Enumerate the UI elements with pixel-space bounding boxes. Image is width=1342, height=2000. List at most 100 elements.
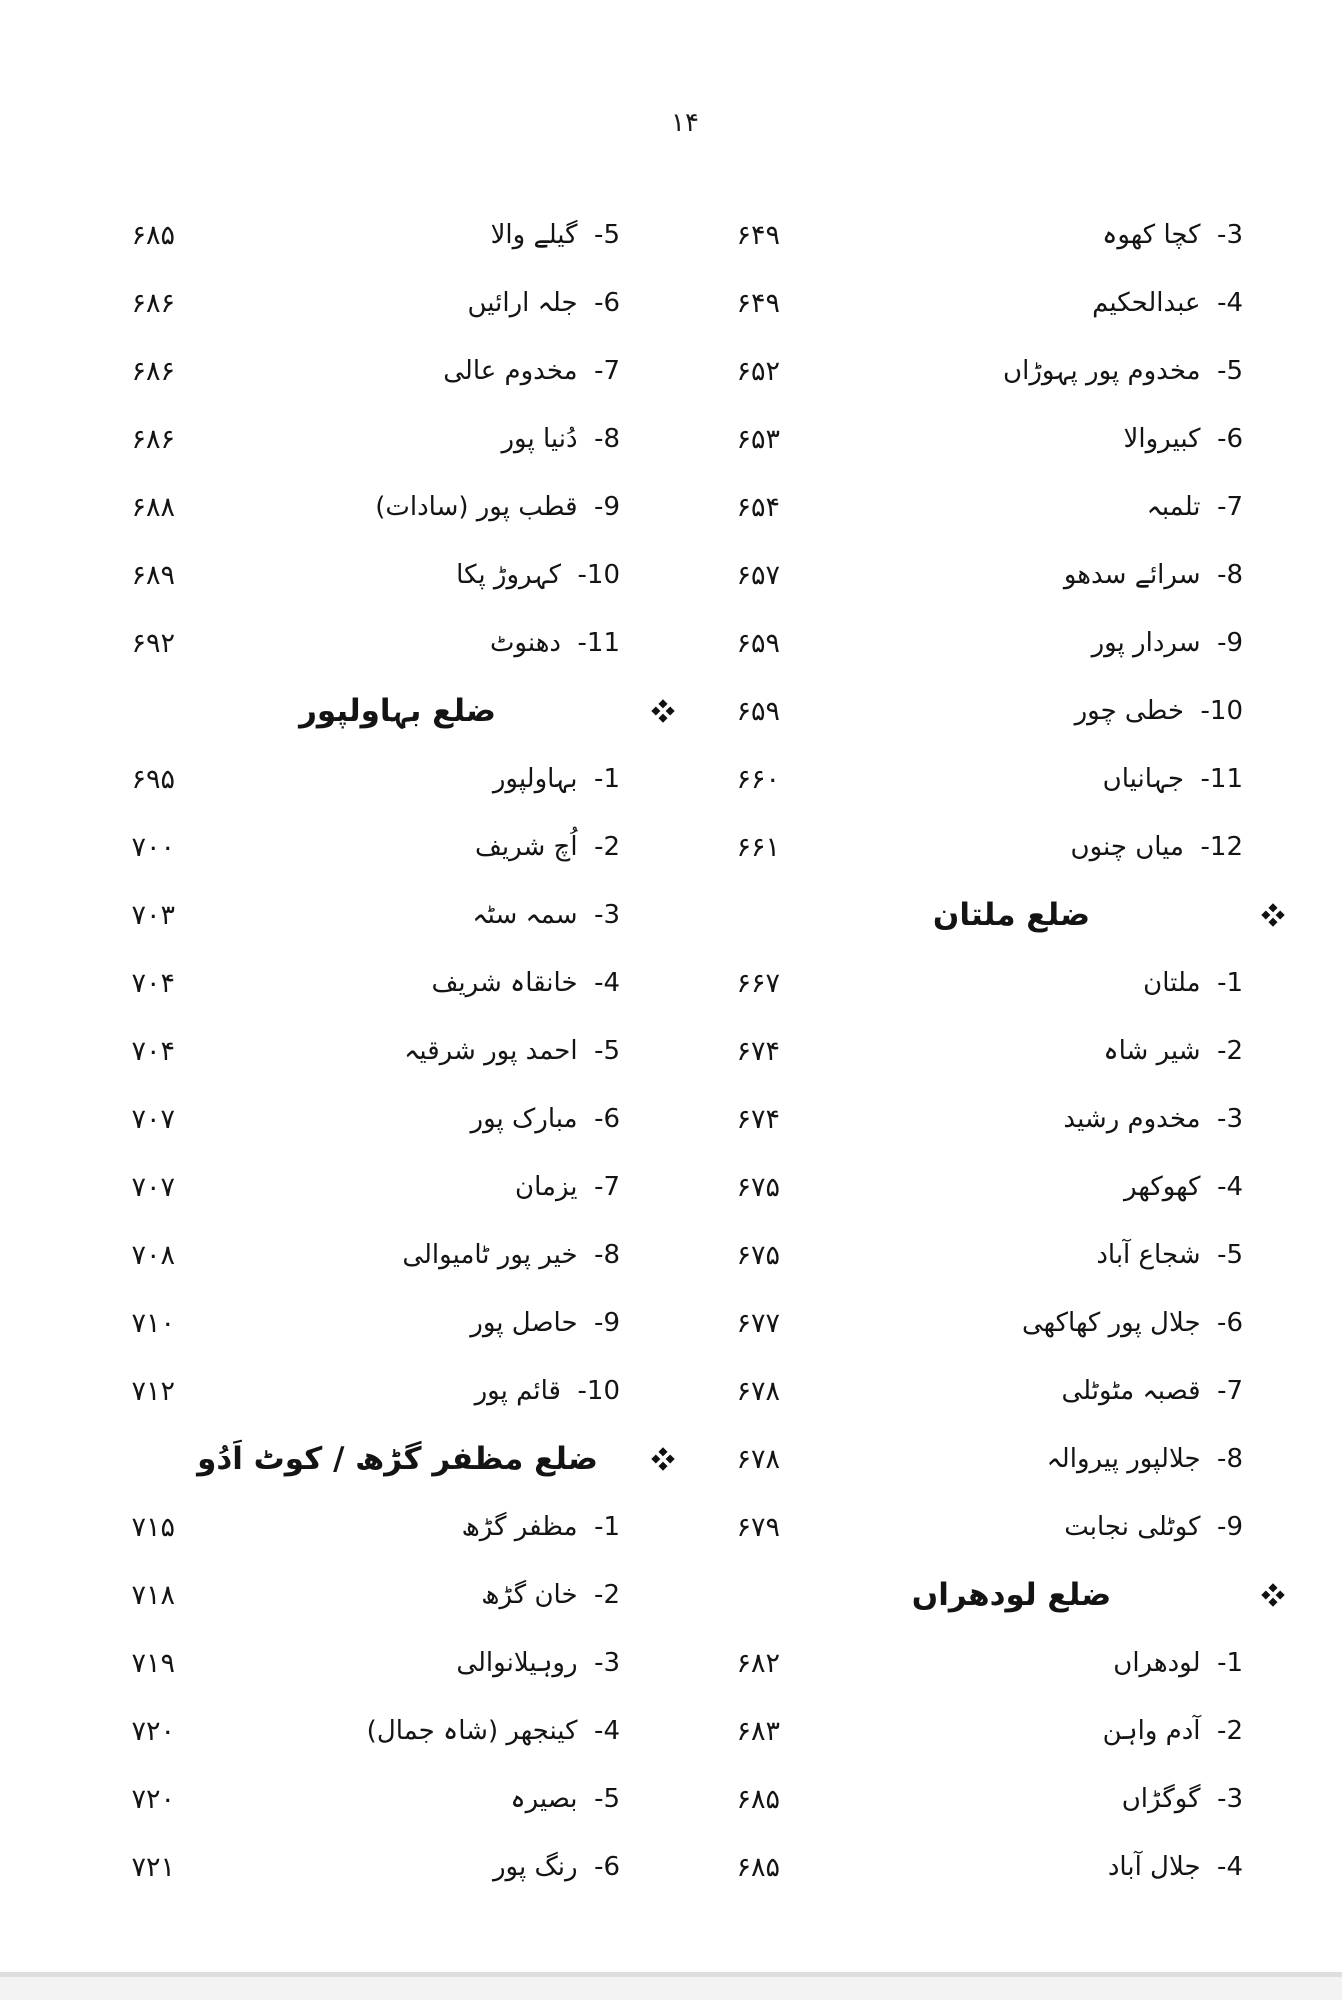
toc-entry-title: 1- مظفر گڑھ xyxy=(461,1512,620,1542)
toc-entry-row: ۷۲۰ 4- کینجھر (شاہ جمال) xyxy=(100,1697,680,1765)
page-number-cell: ۶۵۳ xyxy=(736,423,780,455)
page-number-cell: ۶۵۹ xyxy=(736,695,780,727)
page-number-cell: ۷۲۱ xyxy=(131,1851,175,1883)
toc-entry-title: 5- مخدوم پور پہوڑاں xyxy=(1003,356,1243,386)
toc-entry-row: ۶۷۴ 3- مخدوم رشید xyxy=(705,1085,1290,1153)
district-heading: ضلع لودھراں xyxy=(911,1577,1112,1613)
toc-entry-row: ۶۵۹ 9- سردار پور xyxy=(705,609,1290,677)
page-number-cell: ۷۰۴ xyxy=(131,1035,175,1067)
toc-entry-row: ۷۰۷ 7- یزمان xyxy=(100,1153,680,1221)
page-number-cell: ۷۰۰ xyxy=(131,831,175,863)
toc-entry-row: ۶۷۵ 4- کھوکھر xyxy=(705,1153,1290,1221)
toc-entry-row: ۶۸۳ 2- آدم واہن xyxy=(705,1697,1290,1765)
toc-entry-title: 3- روہیلانوالی xyxy=(456,1648,620,1678)
toc-entry-row: ۷۰۷ 6- مبارک پور xyxy=(100,1085,680,1153)
page-number-cell: ۶۸۹ xyxy=(131,559,175,591)
toc-entry-title: 11- دھنوٹ xyxy=(489,628,620,658)
toc-entry-row: ۶۷۸ 7- قصبہ مٹوٹلی xyxy=(705,1357,1290,1425)
page-number-cell: ۶۷۷ xyxy=(736,1307,780,1339)
page-number-cell: ۶۴۹ xyxy=(736,219,780,251)
page-number-cell: ۶۸۲ xyxy=(736,1647,780,1679)
toc-column-left: ۶۸۵ 5- گیلے والا ۶۸۶ 6- جلہ ارائیں ۶۸۶ 7- مخد… xyxy=(100,201,680,1901)
toc-entry-title: 7- تلمبہ xyxy=(1146,492,1243,522)
page-number-cell: ۷۱۰ xyxy=(131,1307,175,1339)
toc-entry-title: 2- خان گڑھ xyxy=(481,1580,620,1610)
toc-entry-row: ۶۶۷ 1- ملتان xyxy=(705,949,1290,1017)
page-number-cell: ۷۱۸ xyxy=(131,1579,175,1611)
toc-entry-row: ۶۸۵ 3- گوگڑاں xyxy=(705,1765,1290,1833)
toc-entry-title: 8- دُنیا پور xyxy=(501,424,620,454)
page-number-cell: ۶۶۰ xyxy=(736,763,780,795)
page-number-cell: ۶۹۲ xyxy=(131,627,175,659)
district-heading-row: ضلع ملتان xyxy=(705,881,1290,949)
toc-entry-row: ۶۸۵ 5- گیلے والا xyxy=(100,201,680,269)
page-number-cell: ۶۸۵ xyxy=(736,1851,780,1883)
toc-entry-row: ۶۷۷ 6- جلال پور کھاکھی xyxy=(705,1289,1290,1357)
toc-entry-row: ۶۶۱ 12- میاں چنوں xyxy=(705,813,1290,881)
page-number-cell: ۶۸۶ xyxy=(131,355,175,387)
toc-entry-row: ۶۵۳ 6- کبیروالا xyxy=(705,405,1290,473)
page-number-cell: ۶۸۶ xyxy=(131,287,175,319)
toc-entry-title: 4- جلال آباد xyxy=(1107,1852,1243,1882)
page-number-cell: ۷۲۰ xyxy=(131,1783,175,1815)
page-number-cell: ۶۸۳ xyxy=(736,1715,780,1747)
toc-entry-title: 2- اُچ شریف xyxy=(474,832,620,862)
toc-entry-title: 5- بصیرہ xyxy=(510,1784,620,1814)
toc-entry-title: 6- رنگ پور xyxy=(492,1852,620,1882)
page-number-cell: ۶۷۹ xyxy=(736,1511,780,1543)
toc-entry-title: 3- مخدوم رشید xyxy=(1063,1104,1243,1134)
page-number-cell: ۶۶۱ xyxy=(736,831,780,863)
toc-entry-row: ۷۲۰ 5- بصیرہ xyxy=(100,1765,680,1833)
district-heading: ضلع ملتان xyxy=(932,897,1091,933)
toc-entry-title: 4- کینجھر (شاہ جمال) xyxy=(366,1716,620,1746)
page-number-cell: ۶۷۸ xyxy=(736,1443,780,1475)
toc-entry-row: ۷۱۲ 10- قائم پور xyxy=(100,1357,680,1425)
page-number-cell: ۷۲۰ xyxy=(131,1715,175,1747)
toc-entry-title: 4- خانقاہ شریف xyxy=(431,968,620,998)
toc-entry-row: ۶۸۶ 8- دُنیا پور xyxy=(100,405,680,473)
district-heading-row: ضلع مظفر گڑھ / کوٹ اَدُو xyxy=(100,1425,680,1493)
toc-entry-title: 10- خطی چور xyxy=(1074,696,1243,726)
toc-entry-title: 1- لودھراں xyxy=(1113,1648,1243,1678)
toc-entry-row: ۶۸۶ 7- مخدوم عالی xyxy=(100,337,680,405)
toc-entry-title: 11- جہانیاں xyxy=(1102,764,1243,794)
toc-entry-row: ۶۷۴ 2- شیر شاہ xyxy=(705,1017,1290,1085)
page-number-cell: ۶۵۲ xyxy=(736,355,780,387)
toc-entry-title: 2- آدم واہن xyxy=(1102,1716,1243,1746)
page-number-cell: ۶۸۸ xyxy=(131,491,175,523)
toc-entry-row: ۶۴۹ 4- عبدالحکیم xyxy=(705,269,1290,337)
page-number-cell: ۷۰۸ xyxy=(131,1239,175,1271)
toc-entry-row: ۶۸۸ 9- قطب پور (سادات) xyxy=(100,473,680,541)
page-number-cell: ۶۷۵ xyxy=(736,1171,780,1203)
toc-entry-row: ۷۰۴ 5- احمد پور شرقیہ xyxy=(100,1017,680,1085)
toc-entry-row: ۷۰۳ 3- سمہ سٹہ xyxy=(100,881,680,949)
district-heading: ضلع مظفر گڑھ / کوٹ اَدُو xyxy=(197,1441,598,1477)
page-number-cell: ۶۵۴ xyxy=(736,491,780,523)
toc-entry-title: 10- قائم پور xyxy=(474,1376,620,1406)
toc-entry-title: 4- کھوکھر xyxy=(1124,1172,1243,1202)
toc-entry-title: 5- احمد پور شرقیہ xyxy=(404,1036,620,1066)
page-number-cell: ۶۸۵ xyxy=(736,1783,780,1815)
district-heading-row: ضلع بہاولپور xyxy=(100,677,680,745)
page-number-cell: ۶۴۹ xyxy=(736,287,780,319)
toc-entry-title: 5- شجاع آباد xyxy=(1096,1240,1243,1270)
page-number-cell: ۷۱۹ xyxy=(131,1647,175,1679)
page-number-cell: ۶۸۶ xyxy=(131,423,175,455)
toc-entry-title: 7- قصبہ مٹوٹلی xyxy=(1061,1376,1244,1406)
toc-entry-row: ۷۱۹ 3- روہیلانوالی xyxy=(100,1629,680,1697)
toc-entry-row: ۶۷۵ 5- شجاع آباد xyxy=(705,1221,1290,1289)
page-number-cell: ۷۰۷ xyxy=(131,1171,175,1203)
toc-entry-title: 3- گوگڑاں xyxy=(1121,1784,1243,1814)
page-number-cell: ۶۷۴ xyxy=(736,1103,780,1135)
toc-entry-title: 6- جلال پور کھاکھی xyxy=(1021,1308,1243,1338)
toc-entry-title: 8- جلالپور پیروالہ xyxy=(1046,1444,1243,1474)
toc-entry-row: ۶۴۹ 3- کچا کھوہ xyxy=(705,201,1290,269)
toc-column-right: ۶۴۹ 3- کچا کھوہ ۶۴۹ 4- عبدالحکیم ۶۵۲ 5- مخدوم… xyxy=(705,201,1290,1901)
toc-entry-row: ۶۵۲ 5- مخدوم پور پہوڑاں xyxy=(705,337,1290,405)
toc-entry-title: 9- کوٹلی نجابت xyxy=(1064,1512,1243,1542)
toc-entry-row: ۶۸۵ 4- جلال آباد xyxy=(705,1833,1290,1901)
page-number-cell: ۶۷۴ xyxy=(736,1035,780,1067)
toc-entry-title: 1- بہاولپور xyxy=(492,764,620,794)
toc-entry-title: 2- شیر شاہ xyxy=(1103,1036,1243,1066)
